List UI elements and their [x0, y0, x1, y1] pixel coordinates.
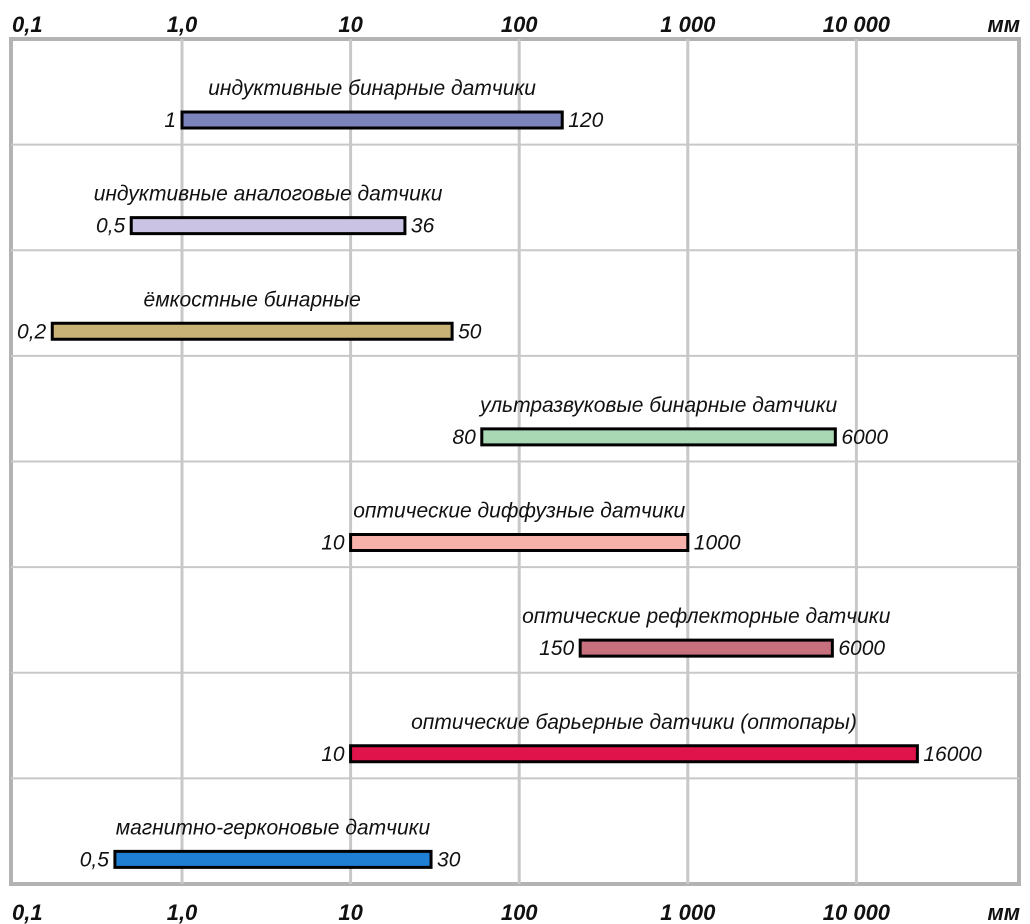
- bar-title: ультразвуковые бинарные датчики: [478, 394, 838, 417]
- range-bar: [50, 321, 454, 341]
- bar-max-label: 50: [458, 320, 482, 343]
- x-tick-label: 0,1: [12, 900, 43, 924]
- bar-max-label: 120: [568, 109, 603, 132]
- x-tick-label: 1 000: [660, 12, 716, 37]
- range-bar: [180, 110, 564, 130]
- bar-title: оптические барьерные датчики (оптопары): [411, 711, 857, 734]
- bar-title: индуктивные бинарные датчики: [208, 77, 536, 100]
- bar-max-label: 6000: [841, 426, 888, 449]
- x-tick-label: 10: [338, 12, 363, 37]
- unit-label-top: мм: [987, 12, 1020, 37]
- x-tick-label: 1,0: [167, 900, 198, 924]
- bar-min-label: 10: [321, 743, 345, 766]
- bar-max-label: 6000: [838, 637, 885, 660]
- bar-min-label: 1: [164, 109, 176, 132]
- x-tick-label: 0,1: [12, 12, 43, 37]
- bar-max-label: 36: [411, 215, 435, 238]
- x-tick-label: 10: [338, 900, 363, 924]
- row-dividers: [11, 143, 1019, 780]
- range-bar: [129, 216, 407, 236]
- bar-min-label: 80: [452, 426, 476, 449]
- bar-title: ёмкостные бинарные: [144, 288, 361, 311]
- bar-min-label: 0,2: [17, 320, 47, 343]
- unit-label-bottom: мм: [987, 900, 1020, 924]
- range-bar: [349, 744, 919, 764]
- bar-min-label: 0,5: [80, 848, 110, 871]
- x-tick-label: 1,0: [167, 12, 198, 37]
- bar-min-label: 0,5: [96, 215, 126, 238]
- bar-max-label: 16000: [923, 743, 982, 766]
- vertical-gridlines: [180, 39, 858, 884]
- range-bar: [578, 638, 834, 658]
- bar-title: магнитно-герконовые датчики: [116, 816, 431, 839]
- range-bar: [113, 849, 433, 869]
- bar-title: оптические рефлекторные датчики: [522, 605, 891, 628]
- bar-min-label: 150: [539, 637, 574, 660]
- x-tick-label: 10 000: [823, 12, 891, 37]
- range-bar: [480, 427, 837, 447]
- x-tick-label: 100: [501, 12, 538, 37]
- x-tick-label: 1 000: [660, 900, 716, 924]
- x-tick-label: 10 000: [823, 900, 891, 924]
- range-bars: индуктивные бинарные датчики 1 120 индуктив…: [17, 77, 982, 871]
- bar-max-label: 30: [437, 848, 461, 871]
- range-bar: [349, 533, 690, 552]
- bar-title: индуктивные аналоговые датчики: [94, 183, 443, 206]
- top-axis: 0,1 1,0 10 100 1 000 10 000: [12, 12, 891, 37]
- bar-title: оптические диффузные датчики: [353, 500, 685, 523]
- bottom-axis: 0,1 1,0 10 100 1 000 10 000: [12, 900, 891, 924]
- x-tick-label: 100: [501, 900, 538, 924]
- bar-max-label: 1000: [694, 532, 741, 555]
- bar-min-label: 10: [321, 532, 345, 555]
